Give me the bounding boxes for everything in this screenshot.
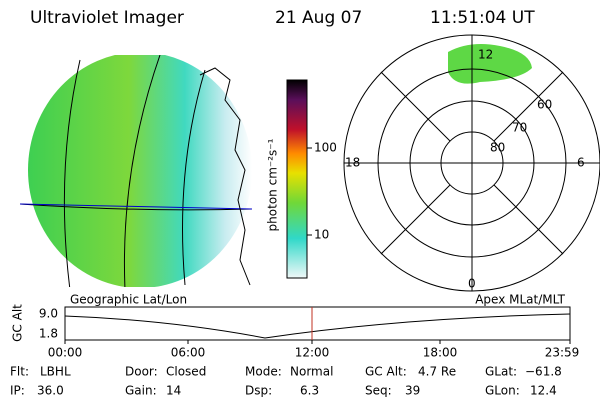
status-value: 6.3: [300, 384, 319, 398]
mlt-label: 12: [478, 48, 493, 62]
status-value: LBHL: [40, 365, 71, 379]
status-value: 4.7 Re: [418, 365, 456, 379]
mlt-label: 6: [577, 156, 585, 170]
mlat-label: 60: [537, 98, 552, 112]
status-value: Normal: [290, 365, 333, 379]
geo-image: [20, 55, 252, 287]
status-value: 36.0: [37, 384, 64, 398]
status-label: GC Alt:: [365, 365, 407, 379]
timeline-right-title: Apex MLat/MLT: [475, 293, 565, 307]
altitude-curve: [64, 313, 571, 339]
time-tick-label: 00:00: [48, 346, 83, 360]
status-label: Flt:: [10, 365, 29, 379]
mlt-label: 18: [345, 156, 360, 170]
status-label: Door:: [125, 365, 158, 379]
colorbar: [286, 79, 308, 279]
status-label: IP:: [10, 384, 25, 398]
time-tick-label: 18:00: [423, 346, 458, 360]
status-value: 39: [405, 384, 420, 398]
title: Ultraviolet Imager: [30, 8, 184, 28]
polar-plot: [343, 34, 600, 292]
status-label: GLat:: [485, 365, 517, 379]
colorbar-tick: 10: [314, 228, 329, 242]
status-value: 12.4: [530, 384, 557, 398]
time-tick-label: 12:00: [295, 346, 330, 360]
timeline-left-title: Geographic Lat/Lon: [70, 293, 187, 307]
time: 11:51:04 UT: [430, 8, 535, 28]
mlat-label: 70: [512, 121, 527, 135]
status-label: Dsp:: [245, 384, 272, 398]
status-label: Gain:: [125, 384, 157, 398]
status-label: Seq:: [365, 384, 392, 398]
colorbar-tick: 100: [314, 141, 337, 155]
colorbar-label: photon cm⁻²s⁻¹: [266, 138, 280, 231]
status-value: −61.8: [525, 365, 562, 379]
mlat-label: 80: [490, 141, 505, 155]
timeline-frame: [64, 306, 571, 341]
status-value: 14: [166, 384, 181, 398]
mlt-label: 0: [468, 277, 476, 291]
alt-tick: 9.0: [39, 307, 58, 321]
status-label: Mode:: [245, 365, 282, 379]
status-label: GLon:: [485, 384, 520, 398]
time-tick-label: 23:59: [545, 346, 580, 360]
alt-tick: 1.8: [39, 327, 58, 341]
time-tick-label: 06:00: [171, 346, 206, 360]
axis-label: GC Alt: [11, 304, 25, 342]
date: 21 Aug 07: [275, 8, 362, 28]
status-value: Closed: [166, 365, 206, 379]
